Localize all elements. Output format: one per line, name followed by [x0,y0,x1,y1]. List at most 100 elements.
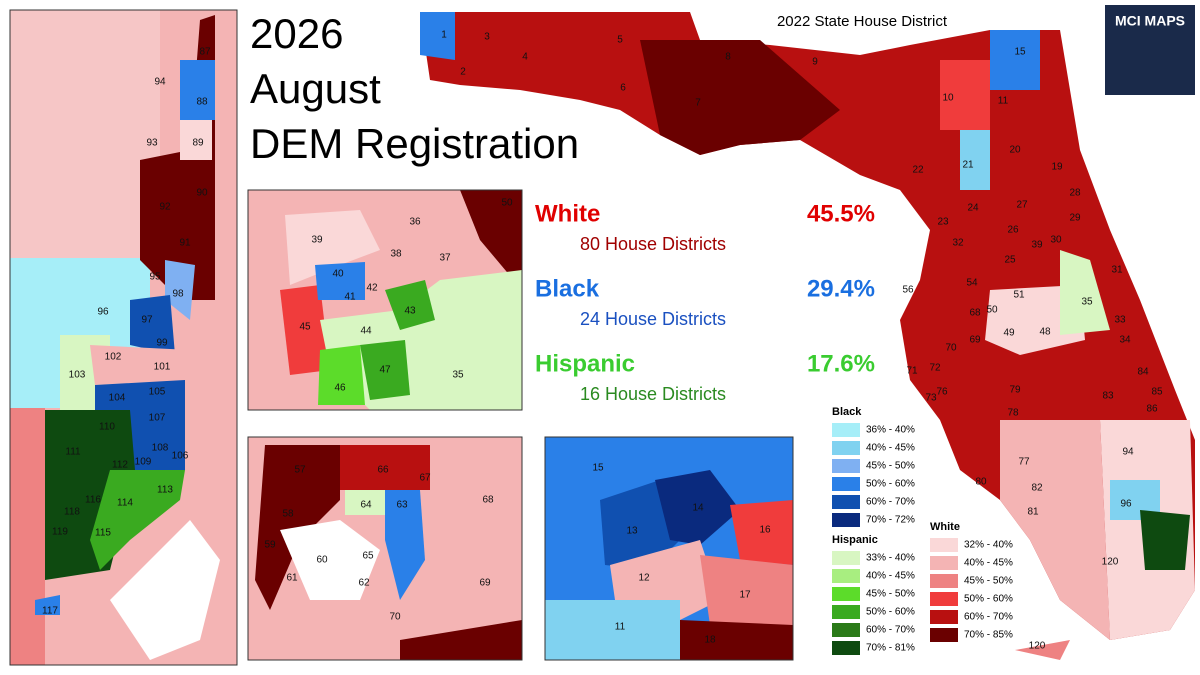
district-label: 31 [1111,265,1123,276]
legend-label: 45% - 50% [964,576,1013,587]
district-label: 32 [952,238,964,249]
district-label: 116 [85,495,101,506]
logo [1105,5,1195,95]
legend-title: Black [832,406,862,418]
title-line: DEM Registration [250,120,579,167]
district-label: 60 [316,555,328,566]
district-label: 89 [192,138,204,149]
legend-label: 60% - 70% [964,612,1013,623]
district-label: 78 [1007,408,1019,419]
legend-label: 33% - 40% [866,553,915,564]
district-label: 16 [759,525,771,536]
stat-districts: 24 House Districts [580,309,726,329]
district-label: 68 [969,308,981,319]
district-label: 69 [479,578,491,589]
legend-swatch [930,538,958,552]
legend-label: 60% - 70% [866,497,915,508]
district-label: 119 [52,527,68,538]
jacksonville-inset [544,436,794,661]
legend-swatch [832,569,860,583]
district-label: 40 [332,269,344,280]
legend-swatch [832,423,860,437]
district-label: 84 [1137,367,1149,378]
legend-swatch [832,441,860,455]
district-label: 85 [1151,387,1163,398]
legend-label: 50% - 60% [964,594,1013,605]
district-label: 2 [460,67,466,78]
district-label: 39 [311,235,323,246]
district-label: 68 [482,495,494,506]
district-label: 46 [334,383,346,394]
district-label: 22 [912,165,924,176]
orlando-inset [247,189,523,411]
district-label: 11 [615,622,626,633]
district-label: 94 [1122,447,1134,458]
district-label: 113 [157,485,173,496]
district-label: 23 [937,217,949,228]
district-label: 35 [452,370,464,381]
legend-label: 50% - 60% [866,479,915,490]
district-label: 105 [149,387,166,398]
legend-swatch [930,574,958,588]
district-label: 110 [99,422,115,433]
district-label: 41 [344,292,356,303]
legend-swatch [832,641,860,655]
district-label: 12 [638,573,650,584]
tampa-inset [247,436,523,661]
district-label: 13 [626,526,638,537]
district-label: 61 [286,573,298,584]
district-label: 90 [196,188,208,199]
district-label: 34 [1119,335,1131,346]
district-label: 69 [969,335,981,346]
district-label: 29 [1069,213,1081,224]
legend-swatch [832,459,860,473]
district-label: 49 [1003,328,1015,339]
legend-label: 40% - 45% [964,558,1013,569]
district-label: 9 [812,57,818,68]
stat-percent: 45.5% [807,200,875,227]
district-label: 42 [366,283,378,294]
legend-title: White [930,521,960,533]
district-label: 81 [1027,507,1039,518]
district-label: 64 [360,500,372,511]
district-label: 99 [156,338,168,349]
district-label: 118 [64,507,80,518]
district-label: 43 [404,306,416,317]
district-label: 94 [154,77,166,88]
district-label: 59 [264,540,276,551]
title-line: August [250,65,381,112]
district-label: 48 [1039,327,1051,338]
district-label: 4 [522,52,528,63]
district-label: 97 [141,315,153,326]
legend-label: 70% - 81% [866,643,915,654]
district-label: 73 [925,393,937,404]
district-label: 11 [998,96,1009,107]
legend-swatch [930,592,958,606]
district-label: 33 [1114,315,1126,326]
district-label: 103 [69,370,86,381]
district-label: 19 [1051,162,1063,173]
district-label: 82 [1031,483,1043,494]
legend-swatch [930,556,958,570]
district-label: 93 [146,138,158,149]
district-label: 102 [105,352,122,363]
district-label: 6 [620,83,626,94]
district-label: 58 [282,509,294,520]
legend-swatch [832,551,860,565]
legend-label: 60% - 70% [866,625,915,636]
legend-swatch [930,628,958,642]
district-label: 1 [441,30,447,41]
legend-label: 36% - 40% [866,425,915,436]
stat-percent: 29.4% [807,275,875,302]
district-label: 51 [1013,290,1025,301]
district-label: 115 [95,528,111,539]
district-label: 44 [360,326,372,337]
district-label: 104 [109,393,126,404]
district-label: 114 [117,498,133,509]
legend-swatch [832,605,860,619]
legend-swatch [832,477,860,491]
district-label: 67 [419,473,431,484]
legend-title: Hispanic [832,534,878,546]
district-label: 72 [929,363,941,374]
